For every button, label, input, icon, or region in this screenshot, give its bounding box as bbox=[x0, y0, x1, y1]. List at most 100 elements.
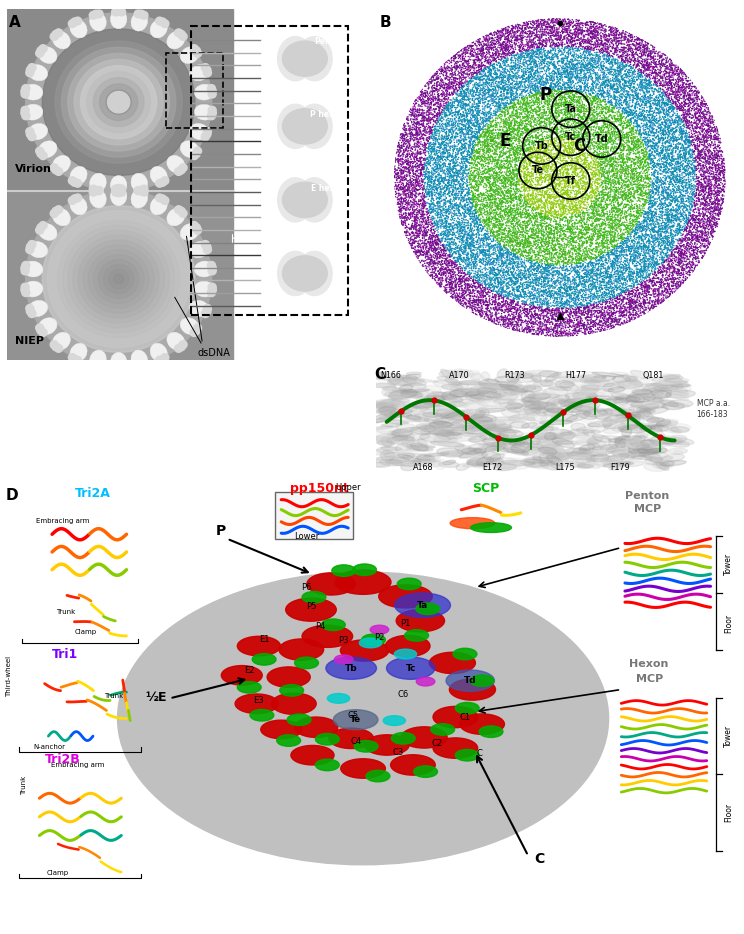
Point bbox=[602, 260, 614, 275]
Point bbox=[543, 205, 555, 219]
Point bbox=[474, 82, 486, 97]
Point bbox=[648, 234, 660, 248]
Point bbox=[640, 221, 652, 236]
Point bbox=[425, 169, 437, 184]
Point bbox=[701, 111, 713, 126]
Point bbox=[438, 219, 450, 234]
Point bbox=[641, 54, 653, 69]
Point bbox=[412, 182, 424, 197]
Point bbox=[559, 119, 571, 134]
Point bbox=[696, 179, 708, 194]
Point bbox=[670, 163, 682, 177]
Point bbox=[571, 140, 583, 155]
Point bbox=[408, 131, 420, 146]
Point bbox=[413, 135, 425, 150]
Point bbox=[582, 309, 594, 324]
Point bbox=[451, 243, 463, 258]
Point bbox=[589, 300, 600, 315]
Point bbox=[684, 83, 696, 98]
Point bbox=[589, 31, 600, 46]
Point bbox=[602, 73, 614, 88]
Point bbox=[620, 248, 632, 262]
Point bbox=[486, 283, 498, 298]
Point bbox=[562, 217, 574, 232]
Point bbox=[501, 291, 513, 306]
Point bbox=[437, 116, 449, 131]
Point bbox=[441, 242, 453, 257]
Point bbox=[708, 221, 719, 236]
Point bbox=[501, 31, 513, 46]
Ellipse shape bbox=[493, 448, 525, 453]
Point bbox=[440, 66, 452, 81]
Point bbox=[580, 102, 592, 117]
Point bbox=[525, 26, 536, 41]
Point bbox=[556, 85, 568, 100]
Point bbox=[428, 238, 440, 253]
Point bbox=[565, 275, 577, 290]
Point bbox=[547, 327, 559, 342]
Point bbox=[606, 78, 618, 93]
Point bbox=[513, 279, 525, 294]
Point bbox=[503, 223, 515, 238]
Point bbox=[403, 236, 415, 251]
Point bbox=[626, 134, 638, 149]
Point bbox=[634, 161, 646, 176]
Point bbox=[670, 130, 682, 145]
Point bbox=[405, 133, 417, 148]
Point bbox=[665, 61, 677, 76]
Point bbox=[667, 238, 679, 253]
Point bbox=[475, 200, 487, 215]
Point bbox=[593, 130, 605, 145]
Point bbox=[557, 133, 569, 148]
Point bbox=[550, 139, 562, 154]
Point bbox=[711, 162, 723, 177]
Point bbox=[584, 303, 596, 318]
Point bbox=[565, 229, 577, 244]
Point bbox=[507, 163, 519, 178]
Point bbox=[603, 123, 615, 138]
Point bbox=[490, 107, 502, 122]
Point bbox=[426, 69, 438, 84]
Point bbox=[597, 272, 609, 287]
Point bbox=[667, 124, 679, 139]
Point bbox=[494, 47, 506, 62]
Point bbox=[516, 72, 528, 87]
Point bbox=[540, 258, 552, 273]
Point bbox=[598, 75, 610, 90]
Point bbox=[712, 132, 724, 147]
Point bbox=[471, 290, 483, 304]
Point bbox=[475, 255, 487, 270]
Point bbox=[522, 248, 534, 263]
Point bbox=[606, 307, 618, 322]
Point bbox=[426, 265, 438, 280]
Point bbox=[471, 85, 483, 100]
Point bbox=[488, 179, 500, 194]
Point bbox=[455, 95, 467, 110]
Point bbox=[716, 159, 728, 174]
Point bbox=[575, 164, 587, 179]
Point bbox=[579, 141, 591, 156]
Point bbox=[637, 223, 649, 238]
Point bbox=[493, 47, 504, 62]
Point bbox=[603, 241, 615, 256]
Point bbox=[563, 57, 575, 72]
Point bbox=[673, 258, 685, 273]
Ellipse shape bbox=[440, 369, 454, 379]
Point bbox=[455, 269, 466, 284]
Point bbox=[626, 137, 638, 152]
Point bbox=[547, 231, 559, 246]
Point bbox=[618, 178, 630, 193]
Point bbox=[652, 182, 664, 197]
Point bbox=[612, 159, 624, 174]
Point bbox=[635, 76, 647, 91]
Point bbox=[615, 116, 627, 131]
Point bbox=[615, 207, 626, 222]
Point bbox=[517, 140, 529, 155]
Point bbox=[546, 134, 558, 149]
Point bbox=[602, 320, 614, 335]
Point bbox=[663, 106, 675, 120]
Point bbox=[559, 66, 571, 81]
Point bbox=[462, 69, 474, 84]
Point bbox=[609, 312, 620, 327]
Point bbox=[426, 151, 437, 166]
